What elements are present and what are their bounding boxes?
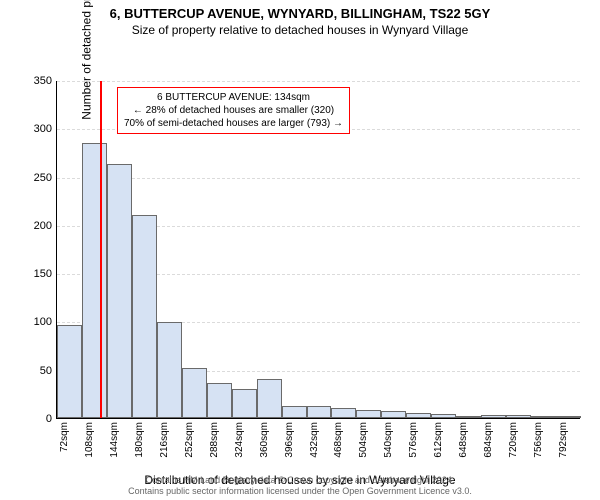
x-tick-label: 432sqm [309, 422, 320, 458]
x-tick-label: 648sqm [458, 422, 469, 458]
histogram-bar [381, 411, 406, 418]
histogram-bar [257, 379, 282, 418]
x-tick-label: 540sqm [383, 422, 394, 458]
grid-line [57, 178, 580, 179]
x-tick-label: 72sqm [59, 422, 70, 452]
x-tick-label: 756sqm [533, 422, 544, 458]
x-tick-label: 216sqm [159, 422, 170, 458]
x-tick-label: 360sqm [259, 422, 270, 458]
x-tick-label: 144sqm [109, 422, 120, 458]
annotation-line: 6 BUTTERCUP AVENUE: 134sqm [124, 91, 343, 104]
histogram-bar [207, 383, 232, 418]
histogram-bar [331, 408, 356, 418]
histogram-bar [182, 368, 207, 418]
histogram-bar [132, 215, 157, 418]
histogram-bar [57, 325, 82, 418]
histogram-bar [282, 406, 307, 418]
x-tick-label: 684sqm [483, 422, 494, 458]
x-tick-label: 612sqm [433, 422, 444, 458]
x-tick-label: 324sqm [234, 422, 245, 458]
plot-area: 05010015020025030035072sqm108sqm144sqm18… [56, 81, 580, 419]
histogram-bar [556, 416, 581, 418]
y-tick-label: 50 [40, 365, 52, 377]
x-tick-label: 180sqm [134, 422, 145, 458]
histogram-bar [431, 414, 456, 418]
histogram-bar [481, 415, 506, 418]
histogram-bar [157, 322, 182, 418]
x-tick-label: 504sqm [358, 422, 369, 458]
footer-attribution: Contains HM Land Registry data © Crown c… [0, 475, 600, 498]
histogram-bar [406, 413, 431, 418]
x-tick-label: 252sqm [184, 422, 195, 458]
y-tick-label: 100 [34, 316, 52, 328]
histogram-bar [531, 416, 556, 418]
y-tick-label: 0 [46, 413, 52, 425]
annotation-box: 6 BUTTERCUP AVENUE: 134sqm← 28% of detac… [117, 87, 350, 134]
x-tick-label: 288sqm [209, 422, 220, 458]
x-tick-label: 720sqm [508, 422, 519, 458]
x-tick-label: 396sqm [284, 422, 295, 458]
footer-line-2: Contains public sector information licen… [0, 486, 600, 498]
y-tick-label: 200 [34, 220, 52, 232]
histogram-bar [456, 416, 481, 418]
grid-line [57, 81, 580, 82]
histogram-bar [232, 389, 257, 418]
histogram-bar [307, 406, 332, 418]
y-tick-label: 350 [34, 75, 52, 87]
histogram-bar [356, 410, 381, 418]
annotation-line: 70% of semi-detached houses are larger (… [124, 117, 343, 130]
histogram-bar [82, 143, 107, 418]
annotation-line: ← 28% of detached houses are smaller (32… [124, 104, 343, 117]
histogram-bar [107, 164, 132, 418]
y-tick-label: 250 [34, 172, 52, 184]
y-tick-label: 300 [34, 123, 52, 135]
y-tick-label: 150 [34, 268, 52, 280]
x-tick-label: 468sqm [333, 422, 344, 458]
x-tick-label: 108sqm [84, 422, 95, 458]
x-tick-label: 792sqm [558, 422, 569, 458]
histogram-bar [506, 415, 531, 418]
x-tick-label: 576sqm [408, 422, 419, 458]
footer-line-1: Contains HM Land Registry data © Crown c… [0, 475, 600, 487]
property-marker-line [100, 81, 102, 418]
